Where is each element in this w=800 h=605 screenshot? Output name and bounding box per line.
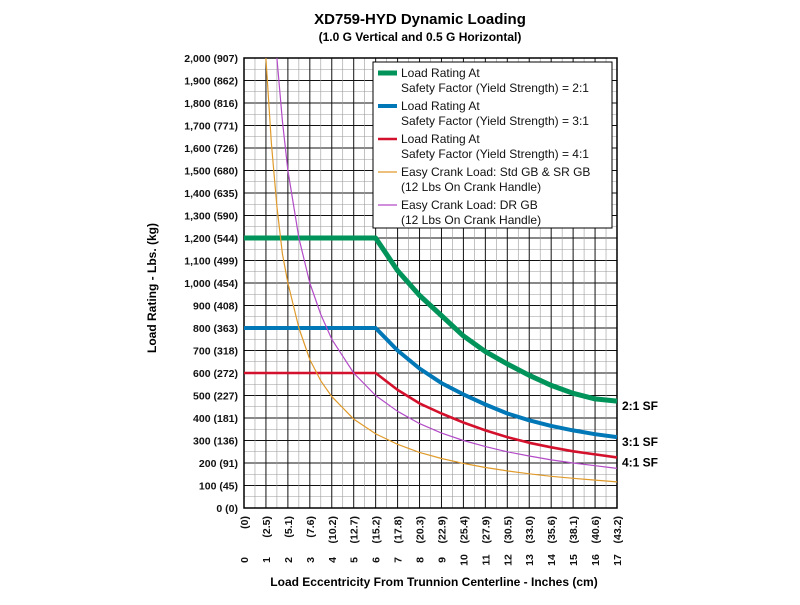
x-tick-label-inch: 12 [502,554,514,566]
x-tick-label-cm: (27.9) [480,516,492,543]
y-tick-label: 0 (0) [216,503,238,515]
y-tick-label: 1,700 (771) [184,121,238,133]
x-tick-label-cm: (2.5) [261,516,273,538]
x-tick-label-cm: (38.1) [568,516,580,543]
series-end-label: 3:1 SF [622,435,658,449]
y-tick-label: 800 (363) [193,323,238,335]
legend-entry-line1: Load Rating At [401,66,480,80]
x-tick-label-inch: 5 [349,557,361,563]
x-tick-label-inch: 0 [239,557,251,563]
x-tick-label-inch: 8 [415,557,427,563]
x-tick-label-inch: 13 [524,554,536,566]
x-tick-label-cm: (25.4) [458,516,470,543]
y-tick-label: 2,000 (907) [184,53,238,65]
y-tick-label: 1,400 (635) [184,188,238,200]
legend-entry-line2: (12 Lbs On Crank Handle) [401,213,541,227]
x-tick-label-inch: 15 [568,554,580,566]
y-tick-label: 1,800 (816) [184,98,238,110]
x-tick-label-cm: (10.2) [327,516,339,543]
y-axis-title: Load Rating - Lbs. (kg) [145,223,159,353]
x-tick-label-cm: (5.1) [283,516,295,538]
y-axis-ticks: 0 (0) 100 (45) 200 (91) 300 (136) 400 (181) 5… [184,53,238,515]
x-tick-label-inch: 4 [327,557,339,563]
y-tick-label: 1,000 (454) [184,278,238,290]
x-tick-label-cm: (40.6) [590,516,602,543]
y-tick-label: 1,600 (726) [184,143,238,155]
x-tick-label-cm: (33.0) [524,516,536,543]
x-tick-label-inch: 3 [305,557,317,563]
legend-entry-line1: Easy Crank Load: DR GB [401,198,538,212]
y-tick-label: 900 (408) [193,301,238,313]
legend-entry-line1: Load Rating At [401,132,480,146]
x-tick-label-cm: (20.3) [415,516,427,543]
x-tick-label-inch: 9 [436,557,448,563]
legend-entry-line2: Safety Factor (Yield Strength) = 2:1 [401,81,589,95]
y-tick-label: 1,200 (544) [184,233,238,245]
x-tick-label-inch: 14 [546,554,558,566]
x-tick-label-cm: (0) [239,516,251,529]
series-line-4 [265,57,618,483]
x-tick-label-cm: (35.6) [546,516,558,543]
x-tick-label-cm: (12.7) [349,516,361,543]
chart-title: XD759-HYD Dynamic Loading [314,11,526,28]
x-tick-label-inch: 17 [612,554,624,566]
series-line-1 [244,235,618,404]
y-tick-label: 200 (91) [199,458,238,470]
y-tick-label: 1,500 (680) [184,166,238,178]
series-end-labels: 2:1 SF 3:1 SF 4:1 SF [622,399,658,469]
legend-entry-line2: Safety Factor (Yield Strength) = 4:1 [401,147,589,161]
y-tick-label: 100 (45) [199,481,238,493]
series-line-2 [244,326,618,440]
x-tick-label-inch: 7 [393,557,405,563]
y-tick-label: 300 (136) [193,436,238,448]
series-group [244,57,618,483]
legend-entry-line1: Load Rating At [401,99,480,113]
legend-entry-line2: Safety Factor (Yield Strength) = 3:1 [401,114,589,128]
y-tick-label: 400 (181) [193,413,238,425]
x-tick-label-cm: (7.6) [305,516,317,538]
x-axis-ticks: (0) 0 (2.5) 1 (5.1) 2 (7.6) 3 (10.2) 4 (12.7) 5 (15.… [239,516,624,566]
legend-entry-line2: (12 Lbs On Crank Handle) [401,180,541,194]
plot-frame [243,57,618,509]
x-tick-label-inch: 1 [261,557,273,563]
x-tick-label-inch: 6 [371,557,383,563]
x-tick-label-inch: 11 [480,554,492,565]
legend-box [372,61,613,229]
x-tick-label-inch: 2 [283,557,295,563]
chart-subtitle: (1.0 G Vertical and 0.5 G Horizontal) [319,30,522,44]
series-end-label: 4:1 SF [622,455,658,469]
y-tick-label: 1,300 (590) [184,211,238,223]
y-tick-label: 700 (318) [193,346,238,358]
series-end-label: 2:1 SF [622,399,658,413]
y-tick-label: 500 (227) [193,391,238,403]
x-tick-label-inch: 16 [590,554,602,566]
y-tick-label: 1,900 (862) [184,76,238,88]
x-tick-label-cm: (43.2) [612,516,624,543]
legend-entry-line1: Easy Crank Load: Std GB & SR GB [401,165,590,179]
x-tick-label-cm: (30.5) [502,516,514,543]
x-axis-title: Load Eccentricity From Trunnion Centerli… [270,575,597,589]
series-line-3 [244,371,618,459]
x-tick-label-cm: (22.9) [436,516,448,543]
x-tick-label-cm: (15.2) [371,516,383,543]
x-tick-label-inch: 10 [458,554,470,566]
y-tick-label: 1,100 (499) [184,256,238,268]
series-line-5 [276,57,618,469]
x-tick-label-cm: (17.8) [393,516,405,543]
y-tick-label: 600 (272) [193,368,238,380]
